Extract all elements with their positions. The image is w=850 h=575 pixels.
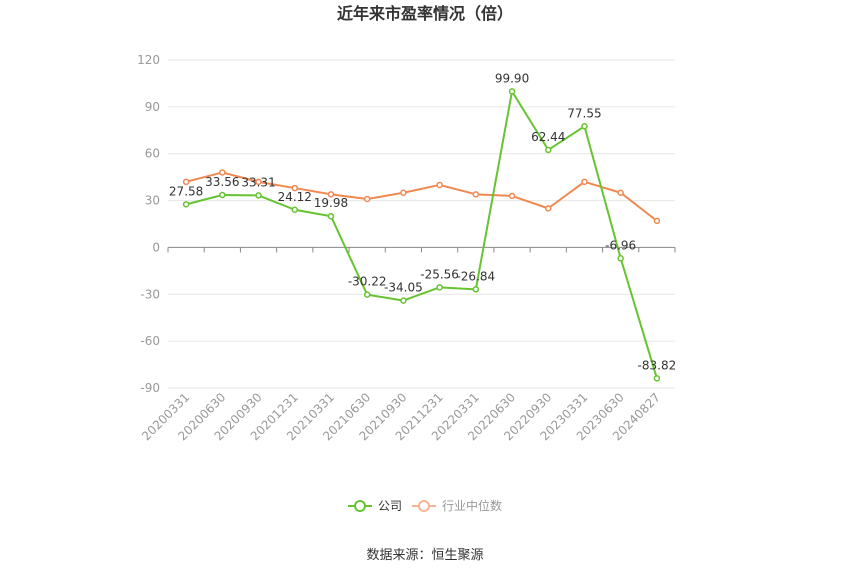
series-layer bbox=[182, 88, 661, 382]
data-point-company[interactable] bbox=[508, 88, 516, 95]
data-point-company[interactable] bbox=[545, 146, 552, 154]
data-label-company: 24.12 bbox=[278, 190, 312, 204]
data-point-company[interactable] bbox=[327, 212, 335, 220]
y-tick-label: -60 bbox=[140, 334, 160, 348]
data-point-company[interactable] bbox=[182, 201, 190, 208]
data-point-company[interactable] bbox=[255, 192, 262, 199]
series-line-industry-median bbox=[185, 171, 658, 222]
data-label-company: 62.44 bbox=[531, 130, 565, 144]
data-point-industry-median[interactable] bbox=[219, 169, 226, 176]
data-label-company: 19.98 bbox=[314, 196, 348, 210]
x-axis: 2020033120200630202009302020123120210331… bbox=[139, 246, 676, 443]
y-tick-label: 30 bbox=[145, 194, 160, 208]
data-label-company: -26.84 bbox=[456, 269, 495, 283]
legend-item-company[interactable]: 公司 bbox=[348, 499, 402, 513]
data-label-company: 33.56 bbox=[205, 175, 239, 189]
data-point-industry-median[interactable] bbox=[617, 189, 624, 197]
legend[interactable]: 公司 行业中位数 bbox=[348, 498, 502, 513]
legend-label-industry-median: 行业中位数 bbox=[442, 498, 502, 513]
data-point-industry-median[interactable] bbox=[581, 178, 588, 186]
data-point-industry-median[interactable] bbox=[653, 217, 661, 225]
data-point-company[interactable] bbox=[472, 286, 480, 293]
data-label-company: 77.55 bbox=[567, 106, 601, 120]
series-line-company bbox=[185, 90, 658, 379]
data-point-company[interactable] bbox=[400, 297, 407, 304]
data-label-company: -25.56 bbox=[420, 267, 459, 281]
y-tick-label: 60 bbox=[145, 147, 160, 161]
data-label-company: -83.82 bbox=[638, 358, 677, 372]
data-point-company[interactable] bbox=[363, 291, 371, 298]
data-point-company[interactable] bbox=[617, 255, 624, 262]
data-point-industry-median[interactable] bbox=[400, 189, 407, 197]
y-tick-label: -90 bbox=[140, 381, 160, 395]
legend-item-industry-median[interactable]: 行业中位数 bbox=[412, 498, 502, 513]
data-point-industry-median[interactable] bbox=[363, 195, 371, 203]
data-point-industry-median[interactable] bbox=[255, 178, 262, 186]
data-point-company[interactable] bbox=[219, 191, 226, 199]
y-tick-label: 90 bbox=[145, 100, 160, 114]
data-label-company: 99.90 bbox=[495, 71, 529, 85]
data-label-company: -6.96 bbox=[605, 238, 636, 252]
data-point-company[interactable] bbox=[653, 375, 661, 382]
data-label-company: -30.22 bbox=[348, 275, 387, 289]
data-point-industry-median[interactable] bbox=[508, 192, 516, 200]
data-point-industry-median[interactable] bbox=[291, 184, 298, 192]
data-label-company: -34.05 bbox=[384, 281, 423, 295]
y-tick-label: -30 bbox=[140, 287, 160, 301]
chart-title: 近年来市盈率情况（倍） bbox=[337, 4, 513, 23]
y-tick-label: 0 bbox=[152, 240, 160, 254]
data-point-company[interactable] bbox=[436, 284, 443, 291]
data-point-company[interactable] bbox=[581, 123, 588, 130]
data-point-industry-median[interactable] bbox=[327, 191, 335, 198]
data-point-company[interactable] bbox=[291, 206, 298, 214]
data-label-company: 33.31 bbox=[241, 175, 275, 189]
y-tick-label: 120 bbox=[137, 53, 160, 67]
legend-label-company: 公司 bbox=[378, 499, 402, 513]
data-point-industry-median[interactable] bbox=[545, 205, 552, 212]
data-point-industry-median[interactable] bbox=[472, 191, 480, 198]
source-note: 数据来源：恒生聚源 bbox=[366, 548, 483, 563]
data-point-industry-median[interactable] bbox=[182, 178, 190, 186]
data-label-company: 27.58 bbox=[169, 184, 203, 198]
y-axis: -90 -60 -30 0 30 60 90 120 bbox=[137, 53, 160, 395]
data-point-industry-median[interactable] bbox=[436, 181, 443, 189]
